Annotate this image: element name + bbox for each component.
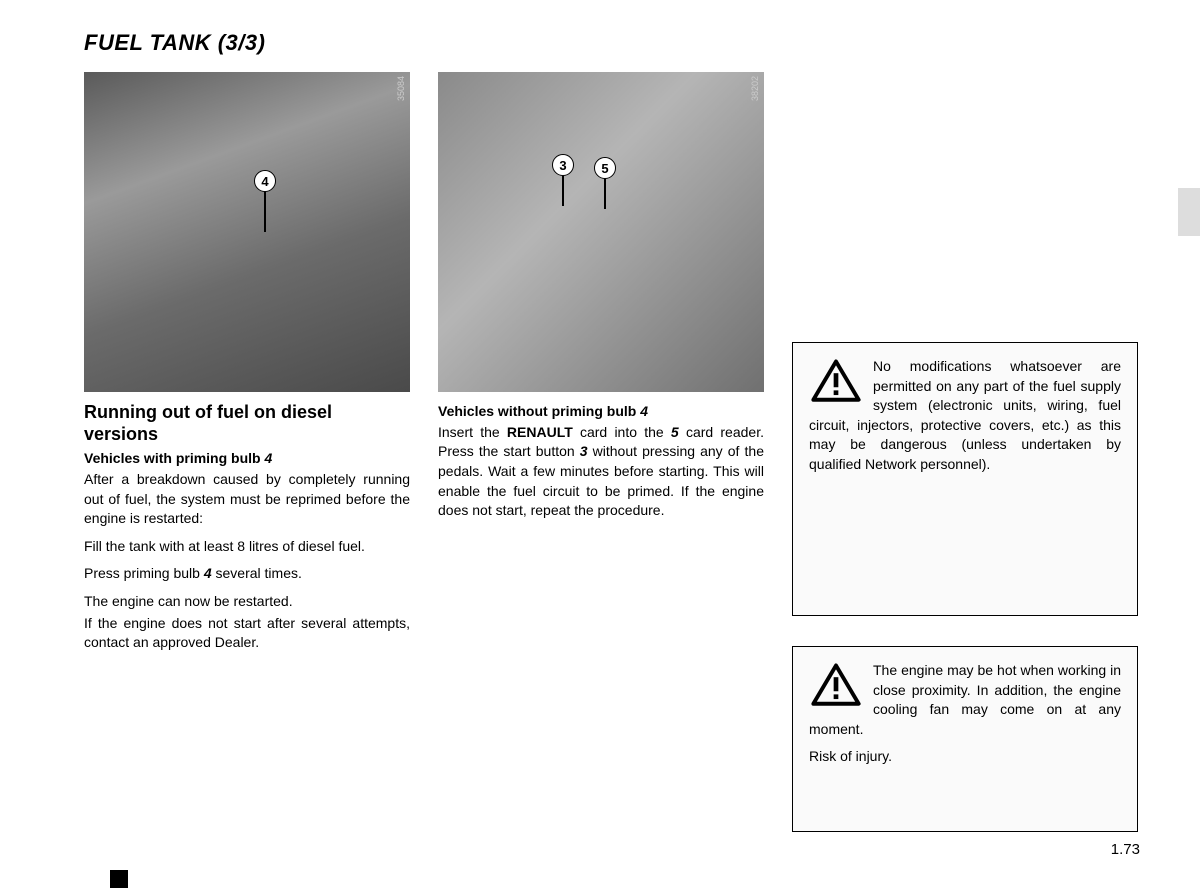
section-heading: Running out of fuel on diesel versions [84, 402, 410, 445]
callout-5-badge: 5 [594, 157, 616, 179]
page-marker [110, 870, 128, 888]
left-column: 35084 4 Running out of fuel on diesel ve… [84, 72, 410, 888]
subheading-without-bulb: Vehicles without priming bulb 4 [438, 402, 764, 421]
brand-name: RENAULT [507, 424, 573, 440]
interior-photo: 38202 3 5 [438, 72, 764, 392]
photo-ref: 35084 [396, 76, 406, 101]
para-4: The engine can now be restarted. [84, 592, 410, 612]
center-para: Insert the RENAULT card into the 5 card … [438, 423, 764, 521]
engine-bay-photo: 35084 4 [84, 72, 410, 392]
warning-box-2: The engine may be hot when working in cl… [792, 646, 1138, 832]
callout-3-line [562, 176, 564, 206]
right-column: No modifications what­soever are permitt… [792, 72, 1138, 888]
p3-pre: Press priming bulb [84, 565, 204, 581]
warning-2-text-b: Risk of injury. [809, 748, 892, 764]
page-title: FUEL TANK (3/3) [84, 30, 1152, 56]
callout-3-badge: 3 [552, 154, 574, 176]
warning-icon [809, 357, 863, 405]
para-2: Fill the tank with at least 8 litres of … [84, 537, 410, 557]
subheading-text: Vehicles without priming bulb [438, 403, 640, 419]
warning-box-1: No modifications what­soever are permitt… [792, 342, 1138, 616]
p3-post: several times. [212, 565, 302, 581]
subheading-text: Vehicles with priming bulb [84, 450, 264, 466]
photo-ref: 38202 [750, 76, 760, 101]
t1: Insert the [438, 424, 507, 440]
para-5: If the engine does not start after sever… [84, 614, 410, 653]
p3-num: 4 [204, 565, 212, 581]
num5: 5 [671, 424, 679, 440]
page-number: 1.73 [1111, 841, 1140, 858]
callout-5-line [604, 179, 606, 209]
thumb-tab [1178, 188, 1200, 236]
subheading-num: 4 [264, 450, 272, 466]
t2: card into the [573, 424, 671, 440]
callout-4-badge: 4 [254, 170, 276, 192]
warning-icon [809, 661, 863, 709]
callout-4-line [264, 192, 266, 232]
num3: 3 [580, 443, 588, 459]
para-3: Press priming bulb 4 several times. [84, 564, 410, 584]
para-1: After a breakdown caused by com­pletely … [84, 470, 410, 529]
columns-container: 35084 4 Running out of fuel on diesel ve… [84, 72, 1152, 888]
subheading-with-bulb: Vehicles with priming bulb 4 [84, 449, 410, 468]
subheading-num: 4 [640, 403, 648, 419]
center-column: 38202 3 5 Vehicles without priming bulb … [438, 72, 764, 888]
